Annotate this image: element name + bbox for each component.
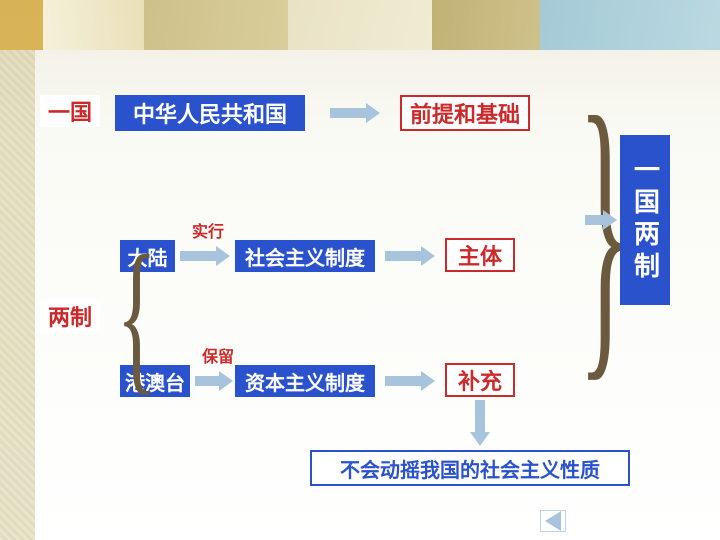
arrow-hkmotw-to-capitalism <box>195 371 231 391</box>
node-premise: 前提和基础 <box>400 95 530 131</box>
arrow-mainland-to-socialism <box>180 246 230 266</box>
node-main-body: 主体 <box>445 238 515 272</box>
node-result: 一国两制 <box>620 135 670 305</box>
label-two-systems: 两制 <box>40 300 100 332</box>
node-footnote: 不会动摇我国的社会主义性质 <box>310 450 630 486</box>
brace-left: { <box>116 230 157 400</box>
node-china: 中华人民共和国 <box>115 95 305 131</box>
node-supplement: 补充 <box>445 363 515 397</box>
back-icon <box>545 511 561 531</box>
node-capitalism: 资本主义制度 <box>235 365 375 397</box>
label-one-country: 一国 <box>40 95 100 127</box>
arrow-to-result <box>585 210 615 230</box>
node-socialism: 社会主义制度 <box>235 240 375 272</box>
arrow-china-to-premise <box>330 103 380 123</box>
label-implement: 实行 <box>192 218 224 242</box>
arrow-socialism-to-mainbody <box>385 246 435 266</box>
label-retain: 保留 <box>202 343 234 367</box>
arrow-supplement-to-footnote <box>470 400 490 445</box>
arrow-capitalism-to-supplement <box>385 371 435 391</box>
diagram-canvas: 一国 中华人民共和国 前提和基础 大陆 实行 社会主义制度 主体 两制 港澳台 … <box>0 0 720 540</box>
